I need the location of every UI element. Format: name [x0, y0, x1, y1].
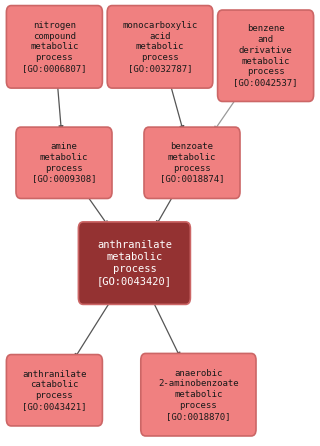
Text: monocarboxylic
acid
metabolic
process
[GO:0032787]: monocarboxylic acid metabolic process [G… — [122, 21, 198, 73]
FancyBboxPatch shape — [141, 353, 256, 436]
FancyBboxPatch shape — [6, 355, 102, 426]
FancyBboxPatch shape — [78, 222, 190, 305]
Text: benzoate
metabolic
process
[GO:0018874]: benzoate metabolic process [GO:0018874] — [160, 142, 224, 183]
Text: anthranilate
catabolic
process
[GO:0043421]: anthranilate catabolic process [GO:00434… — [22, 370, 87, 411]
Text: benzene
and
derivative
metabolic
process
[GO:0042537]: benzene and derivative metabolic process… — [233, 25, 298, 87]
FancyBboxPatch shape — [16, 127, 112, 198]
Text: anthranilate
metabolic
process
[GO:0043420]: anthranilate metabolic process [GO:00434… — [97, 240, 172, 286]
FancyBboxPatch shape — [107, 5, 213, 88]
Text: anaerobic
2-aminobenzoate
metabolic
process
[GO:0018870]: anaerobic 2-aminobenzoate metabolic proc… — [158, 369, 239, 421]
FancyBboxPatch shape — [218, 10, 314, 102]
FancyBboxPatch shape — [6, 5, 102, 88]
Text: nitrogen
compound
metabolic
process
[GO:0006807]: nitrogen compound metabolic process [GO:… — [22, 21, 87, 73]
FancyBboxPatch shape — [144, 127, 240, 198]
Text: amine
metabolic
process
[GO:0009308]: amine metabolic process [GO:0009308] — [32, 142, 96, 183]
